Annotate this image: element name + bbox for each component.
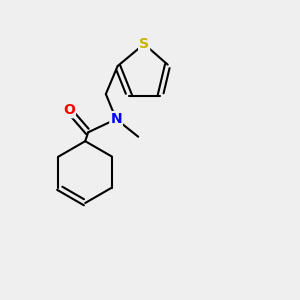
Text: N: N — [110, 112, 122, 126]
Text: O: O — [63, 103, 75, 117]
Text: S: S — [139, 37, 149, 51]
